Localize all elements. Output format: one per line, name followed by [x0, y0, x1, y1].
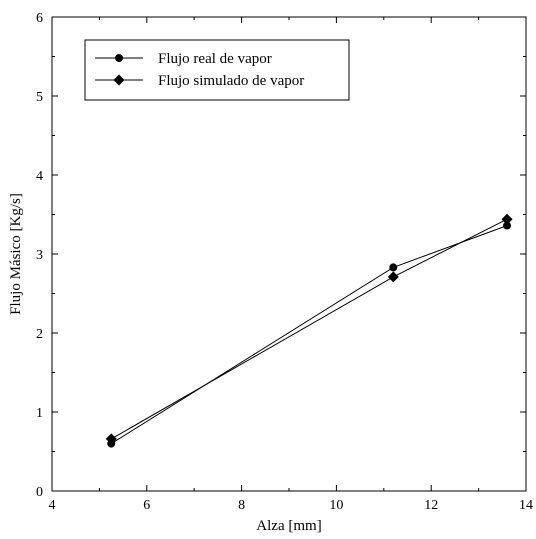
- data-point-simulado: [105, 433, 117, 445]
- x-tick-label: 12: [424, 498, 438, 513]
- y-tick-label: 6: [36, 11, 43, 26]
- legend-label-real: Flujo real de vapor: [158, 51, 272, 67]
- y-tick-label: 4: [36, 169, 43, 184]
- x-axis-ticks: 4 6 8 10 12 14: [49, 17, 533, 513]
- y-axis-ticks: 0 1 2 3 4 5 6: [36, 11, 526, 500]
- y-tick-label: 1: [36, 406, 43, 421]
- legend-marker-diamond: [113, 74, 125, 86]
- data-point-simulado: [501, 213, 513, 225]
- x-tick-label: 6: [143, 498, 150, 513]
- x-tick-label: 14: [519, 498, 533, 513]
- y-tick-label: 2: [36, 327, 43, 342]
- x-tick-label: 4: [49, 498, 56, 513]
- legend-box: [84, 39, 350, 101]
- data-point-real: [503, 221, 512, 230]
- legend: Flujo real de vapor Flujo simulado de va…: [84, 39, 350, 101]
- data-point-real: [389, 263, 398, 272]
- legend-label-simulado: Flujo simulado de vapor: [158, 73, 304, 89]
- series-layer: [105, 213, 513, 448]
- legend-marker-circle: [115, 54, 123, 62]
- y-tick-label: 5: [36, 90, 43, 105]
- y-tick-label: 3: [36, 248, 43, 263]
- x-tick-label: 8: [238, 498, 245, 513]
- y-axis-label: Flujo Másico [Kg/s]: [8, 193, 24, 315]
- x-tick-label: 10: [329, 498, 343, 513]
- data-point-simulado: [387, 271, 399, 283]
- series-line-real: [111, 225, 508, 445]
- y-tick-label: 0: [36, 485, 43, 500]
- x-axis-label: Alza [mm]: [256, 518, 321, 534]
